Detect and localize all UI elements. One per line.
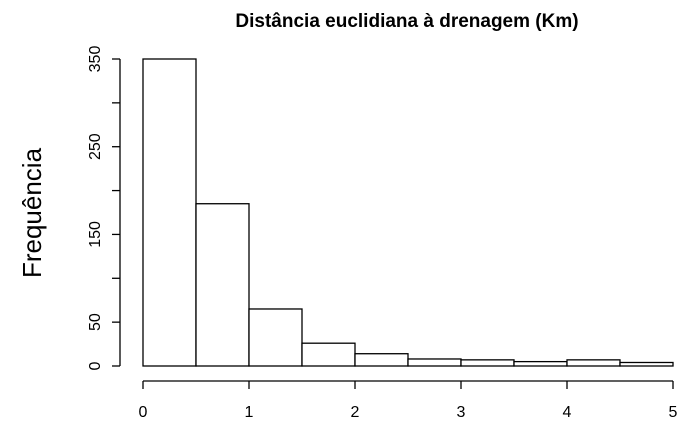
x-tick-label: 2 xyxy=(351,404,360,421)
y-tick-label: 50 xyxy=(87,313,104,331)
x-tick-label: 3 xyxy=(457,404,466,421)
bar xyxy=(248,308,303,367)
x-tick-label: 1 xyxy=(245,404,254,421)
x-tick-label: 5 xyxy=(669,404,678,421)
bar xyxy=(460,359,515,367)
bar xyxy=(301,342,356,367)
bar xyxy=(513,360,568,367)
bar xyxy=(407,358,462,367)
x-tick-label: 0 xyxy=(139,404,148,421)
y-axis-label: Frequência xyxy=(17,147,47,278)
bar xyxy=(195,203,250,367)
bar xyxy=(142,58,197,367)
bar xyxy=(354,353,409,367)
chart-title: Distância euclidiana à drenagem (Km) xyxy=(235,11,578,32)
y-tick-label: 150 xyxy=(87,221,104,248)
y-tick-label: 0 xyxy=(87,361,104,370)
bar xyxy=(566,359,621,367)
x-tick-label: 4 xyxy=(563,404,572,421)
y-tick-label: 350 xyxy=(87,46,104,73)
y-tick-label: 250 xyxy=(87,133,104,160)
bar xyxy=(619,361,674,367)
